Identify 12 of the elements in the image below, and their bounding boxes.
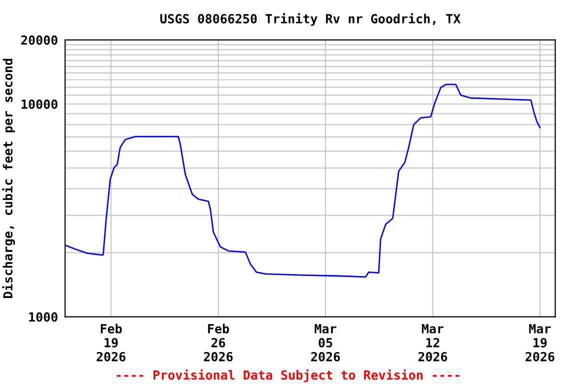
x-tick-label: Mar 19 2026 bbox=[526, 324, 554, 362]
y-tick-label: 20000 bbox=[21, 35, 58, 45]
y-axis-title: Discharge, cubic feet per second bbox=[2, 58, 15, 298]
text: ---- Provisional Data Subject to Revision ---- bbox=[116, 369, 460, 382]
x-tick-label: Mar 12 2026 bbox=[418, 324, 448, 362]
x-tick-label: Mar 05 2026 bbox=[311, 324, 340, 362]
x-tick-label: Feb 26 2026 bbox=[204, 324, 233, 362]
y-tick-label: 1000 bbox=[29, 312, 58, 322]
line-series bbox=[65, 84, 541, 278]
x-tick-label: Feb 19 2026 bbox=[96, 324, 126, 362]
chart-title: USGS 08066250 Trinity Rv nr Goodrich, TX bbox=[160, 13, 461, 26]
y-tick-label: 10000 bbox=[22, 99, 58, 109]
